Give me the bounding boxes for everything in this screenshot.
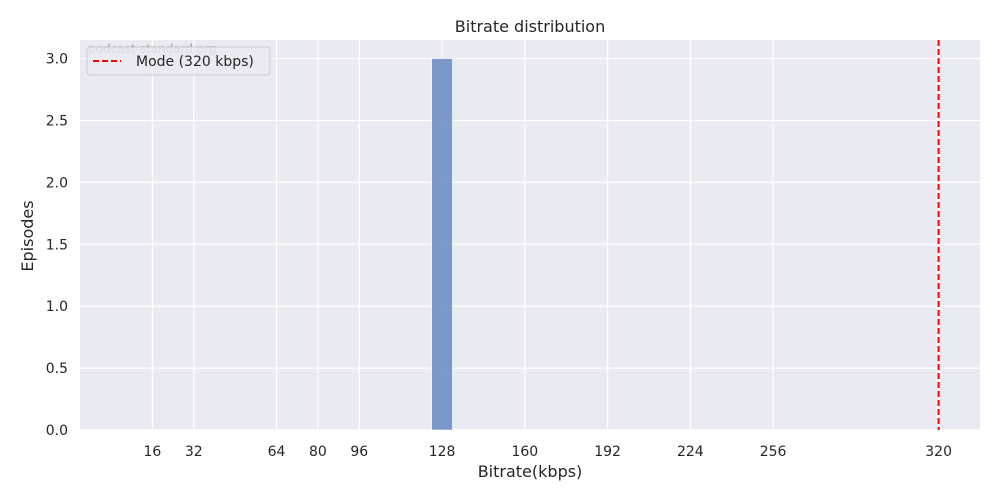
y-tick-label: 1.5 (46, 237, 68, 253)
y-tick-label: 2.0 (46, 175, 68, 191)
x-tick-label: 16 (143, 444, 161, 460)
x-tick-label: 64 (268, 444, 286, 460)
y-axis-label: Episodes (18, 200, 37, 271)
legend: Mode (320 kbps) (86, 46, 271, 76)
plot-background (80, 40, 980, 430)
y-tick-label: 0.5 (46, 361, 68, 377)
x-tick-label: 192 (594, 444, 621, 460)
y-tick-label: 2.5 (46, 113, 68, 129)
x-tick-label: 256 (760, 444, 787, 460)
bars (431, 58, 453, 431)
x-tick-label: 160 (511, 444, 538, 460)
x-tick-label: 96 (350, 444, 368, 460)
x-tick-labels: 16 32 64 80 96 128 160 192 224 256 320 (143, 444, 951, 460)
y-tick-label: 3.0 (46, 52, 68, 68)
x-tick-label: 224 (677, 444, 704, 460)
x-axis-label: Bitrate(kbps) (478, 462, 583, 481)
chart-title: Bitrate distribution (455, 17, 605, 36)
x-tick-label: 80 (309, 444, 327, 460)
y-tick-label: 0.0 (46, 423, 68, 439)
x-tick-label: 32 (185, 444, 203, 460)
histogram-bar (431, 58, 453, 431)
x-tick-label: 320 (925, 444, 952, 460)
x-tick-label: 128 (429, 444, 456, 460)
legend-box (86, 46, 271, 76)
y-tick-labels: 0.0 0.5 1.0 1.5 2.0 2.5 3.0 (46, 52, 68, 439)
y-tick-label: 1.0 (46, 299, 68, 315)
legend-mode-label: Mode (320 kbps) (136, 54, 254, 70)
